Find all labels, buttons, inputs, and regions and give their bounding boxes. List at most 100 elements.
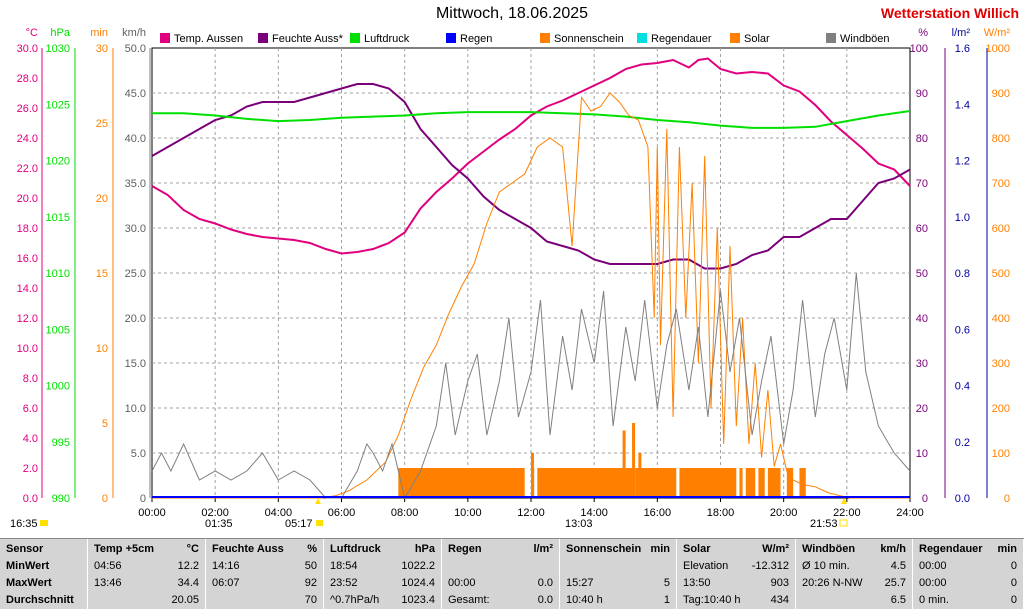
solar-axis-unit: W/m²: [984, 27, 1011, 39]
stats-label: Durchschnitt: [6, 594, 74, 606]
sunshine-tick-label: 30: [96, 43, 108, 55]
stats-row: MinWert: [0, 560, 87, 577]
humidity-tick-label: 0: [922, 493, 928, 505]
stats-column: Windböen km/h Ø 10 min. 4.5 20:26 N-NW 25.7 6.…: [796, 539, 913, 609]
stats-row: 15:27 5: [560, 577, 676, 594]
x-tick-label: 22:00: [833, 507, 861, 519]
series-line-humidity: [151, 83, 911, 270]
stats-header-row: Sonnenschein min: [560, 543, 676, 560]
stats-header: Luftdruck: [330, 543, 381, 555]
solar-tick-label: 0: [1004, 493, 1010, 505]
temp-tick-label: 16.0: [17, 253, 38, 265]
stats-time: 00:00: [919, 577, 947, 589]
stats-value: 5: [663, 577, 670, 589]
solar-tick-label: 300: [992, 358, 1010, 370]
temp-tick-label: 20.0: [17, 193, 38, 205]
humidity-tick-label: 100: [910, 43, 928, 55]
sunrise-label: 05:17: [285, 518, 313, 530]
wind-tick-label: 15.0: [125, 358, 146, 370]
sunshine-bar: [758, 468, 765, 498]
sunshine-bar: [745, 468, 756, 498]
stats-value: 70: [304, 594, 317, 606]
temp-tick-label: 0.0: [23, 493, 38, 505]
rain-tick-label: 1.4: [955, 99, 970, 111]
stats-value: 1024.4: [401, 577, 435, 589]
solar-tick-label: 700: [992, 178, 1010, 190]
stats-unit: %: [307, 543, 317, 555]
stats-header: Regendauer: [919, 543, 983, 555]
sunshine-tick-label: 5: [102, 418, 108, 430]
stats-row: 18:54 1022.2: [324, 560, 441, 577]
stats-time: 06:07: [212, 577, 240, 589]
legend-label-solar: Solar: [744, 33, 770, 45]
stats-value: 6.5: [890, 594, 906, 606]
humidity-tick-label: 10: [916, 448, 928, 460]
stats-row: Gesamt: 0.0: [442, 594, 559, 611]
stats-header: Temp +5cm: [94, 543, 155, 555]
pressure-tick-label: 1020: [46, 156, 70, 168]
temp-tick-label: 18.0: [17, 223, 38, 235]
stats-value: 0: [1010, 560, 1017, 572]
stats-value: 4.5: [890, 560, 906, 572]
stats-time: 20:26 N-NW: [802, 577, 863, 589]
wind-tick-label: 0: [140, 493, 146, 505]
wind-tick-label: 40.0: [125, 133, 146, 145]
wind-tick-label: 35.0: [125, 178, 146, 190]
solar-tick-label: 1000: [986, 43, 1010, 55]
stats-unit: hPa: [414, 543, 435, 555]
temp-tick-label: 14.0: [17, 283, 38, 295]
sunshine-axis-unit: min: [90, 27, 108, 39]
humidity-tick-label: 90: [916, 88, 928, 100]
temp-tick-label: 28.0: [17, 73, 38, 85]
humidity-axis-unit: %: [918, 27, 928, 39]
stats-row: 00:00 0: [913, 560, 1023, 577]
stats-value: 0.0: [537, 577, 553, 589]
stats-value: 1022.2: [401, 560, 435, 572]
temp-axis-unit: °C: [26, 27, 38, 39]
humidity-tick-label: 20: [916, 403, 928, 415]
moonrise-label: 01:35: [205, 518, 233, 530]
legend-label-humidity: Feuchte Auss*: [272, 33, 344, 45]
sunshine-bar: [638, 453, 642, 498]
stats-time: 00:00: [448, 577, 476, 589]
solar-tick-label: 600: [992, 223, 1010, 235]
wind-tick-label: 45.0: [125, 88, 146, 100]
stats-value: 1: [663, 594, 670, 606]
legend-swatch-rain: [446, 33, 456, 43]
temp-tick-label: 2.0: [23, 463, 38, 475]
stats-header-row: Temp +5cm °C: [88, 543, 205, 560]
stats-time: 18:54: [330, 560, 358, 572]
legend-swatch-sunshine: [540, 33, 550, 43]
pressure-tick-label: 1005: [46, 324, 70, 336]
rain-tick-label: 0.4: [955, 381, 970, 393]
stats-time: Gesamt:: [448, 594, 490, 606]
x-tick-label: 14:00: [580, 507, 608, 519]
temp-tick-label: 12.0: [17, 313, 38, 325]
current-time-label: 16:35: [10, 518, 38, 530]
sunrise-marker: [316, 520, 323, 526]
rain-tick-label: 0.6: [955, 324, 970, 336]
x-tick-label: 02:00: [201, 507, 229, 519]
temp-tick-label: 6.0: [23, 403, 38, 415]
solar-tick-label: 200: [992, 403, 1010, 415]
stats-unit: min: [650, 543, 670, 555]
wind-tick-label: 50.0: [125, 43, 146, 55]
stats-value: 25.7: [884, 577, 906, 589]
stats-value: 0: [1010, 594, 1017, 606]
sunset-marker: [839, 519, 848, 527]
sunshine-bar: [632, 423, 636, 498]
stats-value: 0.0: [537, 594, 553, 606]
series-line-wind: [151, 272, 911, 500]
rain-tick-label: 0.0: [955, 493, 970, 505]
rain-tick-label: 1.6: [955, 43, 970, 55]
x-tick-label: 24:00: [896, 507, 924, 519]
humidity-tick-label: 40: [916, 313, 928, 325]
stats-time: 00:00: [919, 560, 947, 572]
pressure-tick-label: 1015: [46, 212, 70, 224]
stats-header-row: Solar W/m²: [677, 543, 795, 560]
stats-time: 10:40 h: [566, 594, 603, 606]
x-tick-label: 06:00: [328, 507, 356, 519]
legend-swatch-temp: [160, 33, 170, 43]
legend-swatch-humidity: [258, 33, 268, 43]
x-tick-label: 12:00: [517, 507, 545, 519]
